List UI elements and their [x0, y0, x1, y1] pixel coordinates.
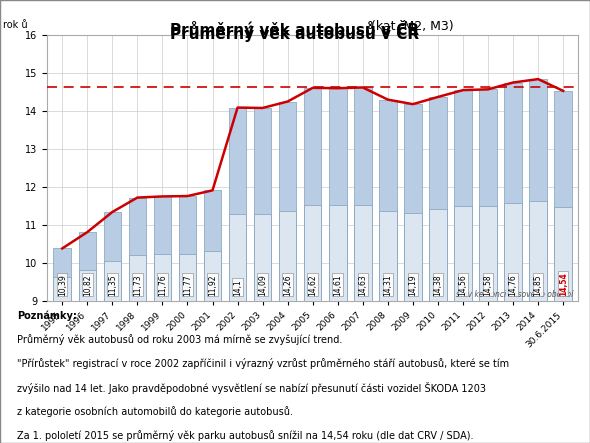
Bar: [54, 277, 71, 301]
Bar: [54, 249, 71, 301]
Bar: [529, 79, 547, 301]
Bar: [179, 254, 196, 301]
Text: z kategorie osobních automobilů do kategorie autobusů.: z kategorie osobních automobilů do kateg…: [18, 406, 293, 417]
Bar: [379, 100, 396, 301]
Bar: [504, 203, 522, 301]
Bar: [229, 108, 247, 301]
Text: 14,63: 14,63: [358, 274, 368, 295]
Text: Průměrný věk autobusů v ČR: Průměrný věk autobusů v ČR: [171, 24, 419, 43]
Bar: [329, 206, 346, 301]
Text: 10,39: 10,39: [58, 274, 67, 295]
Text: 14,62: 14,62: [308, 274, 317, 295]
Text: 14,26: 14,26: [283, 274, 292, 295]
Bar: [204, 251, 221, 301]
Bar: [504, 82, 522, 301]
Text: 14,56: 14,56: [458, 274, 467, 295]
Bar: [153, 254, 171, 301]
Text: Za 1. pololetí 2015 se průměrný věk parku autobusů snížil na 14,54 roku (dle dat: Za 1. pololetí 2015 se průměrný věk park…: [18, 430, 474, 441]
Bar: [529, 201, 547, 301]
Bar: [78, 270, 96, 301]
Bar: [429, 209, 447, 301]
Text: 14,1: 14,1: [233, 279, 242, 295]
Text: 14,19: 14,19: [408, 274, 417, 295]
Bar: [229, 214, 247, 301]
Bar: [104, 212, 121, 301]
Bar: [279, 101, 296, 301]
Text: 14,54: 14,54: [559, 272, 568, 295]
Text: 14,31: 14,31: [384, 274, 392, 295]
Y-axis label: rok ů: rok ů: [3, 20, 28, 30]
Bar: [179, 196, 196, 301]
Bar: [254, 214, 271, 301]
Text: Poznámky:: Poznámky:: [18, 310, 77, 321]
Bar: [329, 88, 346, 301]
Text: 14,38: 14,38: [434, 274, 442, 295]
Text: 14,85: 14,85: [533, 274, 543, 295]
Bar: [479, 206, 497, 301]
Bar: [404, 104, 422, 301]
Bar: [479, 89, 497, 301]
Bar: [379, 210, 396, 301]
Bar: [404, 213, 422, 301]
Text: 11,92: 11,92: [208, 274, 217, 295]
Text: 14,61: 14,61: [333, 274, 342, 295]
Bar: [354, 87, 372, 301]
Bar: [104, 261, 121, 301]
Text: 11,35: 11,35: [108, 274, 117, 295]
Bar: [153, 196, 171, 301]
Text: "Přírůstek" registrací v roce 2002 zapříčinil i výrazný vzrůst průměrného stáří : "Přírůstek" registrací v roce 2002 zapří…: [18, 358, 510, 369]
Text: 14,58: 14,58: [484, 274, 493, 295]
Bar: [204, 190, 221, 301]
Bar: [555, 206, 572, 301]
Bar: [78, 232, 96, 301]
Bar: [454, 206, 472, 301]
Text: 10,82: 10,82: [83, 274, 92, 295]
Bar: [429, 97, 447, 301]
Text: 14,09: 14,09: [258, 274, 267, 295]
Text: 11,77: 11,77: [183, 274, 192, 295]
Bar: [254, 108, 271, 301]
Text: 11,76: 11,76: [158, 274, 167, 295]
Text: 14,76: 14,76: [509, 274, 517, 295]
Text: Průměrný věk autobusů v ČR: Průměrný věk autobusů v ČR: [171, 24, 419, 43]
Bar: [129, 255, 146, 301]
Bar: [279, 211, 296, 301]
Text: Průměrný věk autobusů v ČR: Průměrný věk autobusů v ČR: [171, 20, 419, 38]
Bar: [304, 88, 322, 301]
Text: 11,73: 11,73: [133, 274, 142, 295]
Bar: [129, 198, 146, 301]
Bar: [454, 90, 472, 301]
Text: zvýšilo nad 14 let. Jako pravděpodobné vysvětlení se nabízí přesunutí části vozi: zvýšilo nad 14 let. Jako pravděpodobné v…: [18, 382, 487, 394]
Bar: [555, 91, 572, 301]
Bar: [354, 205, 372, 301]
Bar: [304, 205, 322, 301]
Text: Průměrný věk autobusů od roku 2003 má mírně se zvyšující trend.: Průměrný věk autobusů od roku 2003 má mí…: [18, 334, 343, 345]
Text: (kat. M2, M3): (kat. M2, M3): [367, 20, 453, 33]
Text: stav ke konci časového období: stav ke konci časového období: [455, 290, 573, 299]
